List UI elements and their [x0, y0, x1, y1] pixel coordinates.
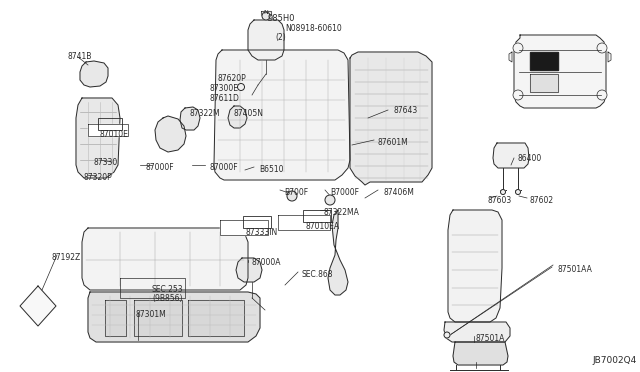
Text: JB7002Q4: JB7002Q4 — [592, 356, 636, 365]
Polygon shape — [134, 300, 182, 336]
Text: B700F: B700F — [284, 188, 308, 197]
Polygon shape — [328, 210, 348, 295]
Polygon shape — [261, 11, 271, 15]
Polygon shape — [444, 322, 510, 342]
Circle shape — [500, 189, 506, 195]
Circle shape — [237, 83, 244, 90]
Polygon shape — [453, 342, 508, 365]
Polygon shape — [88, 292, 260, 342]
Text: 985H0: 985H0 — [268, 14, 296, 23]
Bar — [243, 216, 271, 228]
Text: 87000F: 87000F — [210, 163, 239, 172]
Text: SEC.253: SEC.253 — [152, 285, 184, 294]
Text: 87643: 87643 — [394, 106, 419, 115]
Text: 87320P: 87320P — [83, 173, 112, 182]
Text: 87300E: 87300E — [210, 84, 239, 93]
Text: 87620P: 87620P — [218, 74, 247, 83]
Text: N08918-60610: N08918-60610 — [285, 24, 342, 33]
Text: 87010EA: 87010EA — [305, 222, 339, 231]
Circle shape — [513, 43, 523, 53]
Polygon shape — [514, 35, 606, 108]
Polygon shape — [608, 52, 611, 62]
Polygon shape — [493, 143, 529, 168]
Text: 87602: 87602 — [530, 196, 554, 205]
Text: (2): (2) — [275, 33, 285, 42]
Polygon shape — [20, 286, 56, 326]
Text: 87322MA: 87322MA — [324, 208, 360, 217]
Polygon shape — [80, 61, 108, 87]
Circle shape — [513, 90, 523, 100]
Text: 87330: 87330 — [94, 158, 118, 167]
Polygon shape — [214, 50, 350, 180]
Text: N: N — [264, 10, 268, 16]
Text: B6510: B6510 — [259, 165, 284, 174]
Bar — [303, 210, 331, 222]
Polygon shape — [278, 215, 330, 230]
Text: B7000F: B7000F — [330, 188, 359, 197]
Text: 87611D: 87611D — [210, 94, 240, 103]
Polygon shape — [530, 52, 558, 70]
Polygon shape — [220, 220, 268, 235]
Text: 87406M: 87406M — [383, 188, 414, 197]
Circle shape — [262, 12, 270, 20]
Polygon shape — [248, 20, 284, 60]
Polygon shape — [530, 74, 558, 92]
Text: SEC.868: SEC.868 — [302, 270, 333, 279]
Polygon shape — [88, 124, 128, 136]
Text: 87333IN: 87333IN — [245, 228, 277, 237]
Polygon shape — [105, 300, 126, 336]
Text: 86400: 86400 — [518, 154, 542, 163]
Polygon shape — [228, 106, 247, 128]
Polygon shape — [180, 107, 200, 130]
Circle shape — [597, 90, 607, 100]
Text: 87405N: 87405N — [234, 109, 264, 118]
Polygon shape — [82, 228, 248, 290]
Text: 87000A: 87000A — [252, 258, 282, 267]
Polygon shape — [76, 98, 120, 178]
Circle shape — [325, 195, 335, 205]
Text: 87501A: 87501A — [476, 334, 506, 343]
Circle shape — [597, 43, 607, 53]
Polygon shape — [236, 258, 262, 282]
Polygon shape — [188, 300, 244, 336]
Polygon shape — [155, 116, 186, 152]
Polygon shape — [350, 52, 432, 185]
Text: 87603: 87603 — [488, 196, 512, 205]
Text: 87000F: 87000F — [145, 163, 173, 172]
Text: 87601M: 87601M — [378, 138, 409, 147]
Polygon shape — [448, 210, 502, 322]
Bar — [98, 118, 122, 130]
Circle shape — [287, 191, 297, 201]
Text: (9B856): (9B856) — [152, 294, 182, 303]
Circle shape — [444, 332, 450, 338]
Text: 87501AA: 87501AA — [557, 265, 592, 274]
Text: 87301M: 87301M — [135, 310, 166, 319]
Polygon shape — [509, 52, 512, 62]
Text: 87192Z: 87192Z — [52, 253, 81, 262]
Text: 87322M: 87322M — [190, 109, 221, 118]
Text: 87010E: 87010E — [100, 130, 129, 139]
Text: 8741B: 8741B — [68, 52, 92, 61]
Circle shape — [515, 189, 520, 195]
